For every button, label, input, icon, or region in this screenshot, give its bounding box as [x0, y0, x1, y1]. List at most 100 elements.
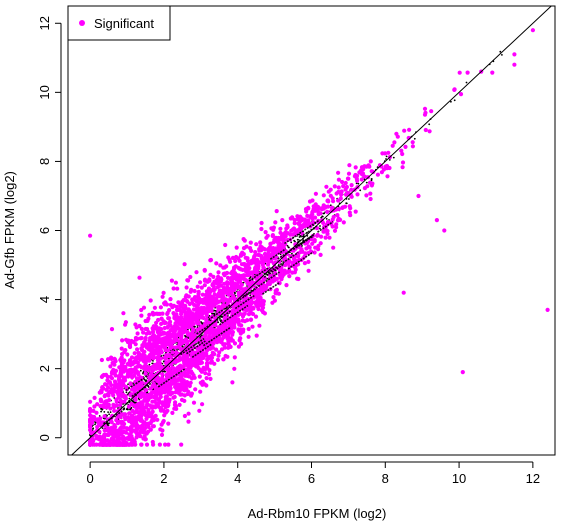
point-significant: [229, 286, 234, 291]
point-significant: [355, 178, 360, 183]
x-tick-label: 4: [234, 471, 241, 486]
point-significant: [223, 242, 228, 248]
point-significant: [104, 372, 109, 377]
point-significant: [146, 316, 151, 321]
point-significant: [268, 272, 273, 278]
point-significant: [186, 411, 191, 416]
point-significant: [254, 242, 259, 247]
point-significant: [186, 331, 191, 336]
point-significant: [150, 310, 155, 315]
point-significant: [159, 384, 164, 389]
point-significant: [321, 229, 326, 234]
point-significant: [114, 403, 119, 408]
point-significant: [118, 357, 123, 363]
legend-label-significant: Significant: [94, 16, 154, 31]
point-significant: [344, 192, 349, 197]
point-significant: [174, 351, 179, 356]
point-significant: [292, 265, 297, 270]
point-significant: [329, 208, 334, 213]
point-significant: [143, 437, 148, 442]
point-significant: [208, 272, 213, 277]
point-significant: [162, 325, 167, 331]
point-significant: [274, 209, 279, 214]
point-significant: [346, 171, 352, 176]
point-significant: [158, 394, 163, 399]
point-significant: [163, 347, 168, 353]
point-significant: [192, 288, 197, 294]
point-significant: [234, 245, 239, 250]
y-tick-label: 4: [37, 296, 52, 303]
point-significant: [160, 372, 165, 377]
point-significant: [173, 400, 178, 405]
point-significant: [199, 285, 204, 290]
point-significant: [335, 213, 340, 218]
gene-label-mark: [264, 251, 299, 276]
point-significant: [130, 408, 135, 413]
x-tick-label: 2: [160, 471, 167, 486]
point-significant: [330, 224, 335, 229]
point-significant: [115, 385, 120, 390]
point-significant: [226, 342, 231, 347]
point-significant: [193, 387, 198, 392]
point-significant: [385, 174, 390, 179]
point-significant: [146, 379, 152, 384]
point-significant: [300, 249, 305, 254]
point-significant: [284, 230, 289, 236]
point-significant: [287, 274, 292, 279]
point-significant: [173, 280, 178, 285]
point-significant: [95, 402, 100, 407]
point-significant: [189, 362, 194, 368]
point-significant: [134, 431, 140, 436]
point-significant: [108, 364, 113, 369]
point-significant: [120, 436, 125, 441]
point-significant: [191, 327, 196, 332]
point-significant: [269, 247, 274, 252]
point-significant: [135, 364, 140, 369]
point-significant: [343, 180, 348, 186]
point-significant: [194, 270, 199, 275]
point-significant: [251, 256, 256, 261]
point-significant: [347, 163, 352, 168]
point-not-significant: [413, 137, 416, 140]
point-significant: [118, 414, 123, 420]
point-significant: [261, 299, 266, 304]
point-significant: [99, 357, 104, 363]
point-not-significant: [101, 427, 104, 429]
point-not-significant: [108, 422, 110, 425]
point-significant: [153, 373, 158, 378]
point-significant: [172, 378, 177, 384]
point-significant: [325, 198, 330, 203]
point-significant: [144, 442, 150, 447]
point-significant: [124, 337, 129, 342]
point-significant: [137, 393, 142, 398]
point-significant: [222, 345, 227, 350]
point-significant: [131, 339, 136, 344]
point-not-significant: [293, 239, 295, 242]
point-significant: [205, 279, 210, 284]
point-significant: [307, 199, 313, 204]
point-significant: [137, 424, 143, 429]
y-tick-label: 12: [37, 16, 52, 30]
point-significant: [190, 297, 195, 302]
point-significant: [273, 220, 278, 225]
point-significant: [367, 164, 372, 169]
point-significant: [280, 218, 285, 223]
point-significant-outlier: [442, 228, 447, 233]
point-significant: [304, 209, 309, 214]
point-significant: [124, 385, 129, 391]
point-significant: [179, 335, 184, 340]
gene-label-mark: [317, 221, 334, 233]
point-not-significant: [450, 100, 452, 103]
point-significant: [192, 295, 198, 300]
point-significant: [331, 214, 336, 220]
point-significant: [188, 274, 193, 280]
point-significant: [155, 358, 160, 363]
point-significant: [172, 325, 177, 330]
point-significant: [102, 432, 107, 437]
point-significant: [230, 308, 235, 313]
point-significant: [225, 282, 230, 287]
point-significant: [198, 280, 203, 285]
point-significant: [142, 359, 147, 364]
point-significant: [267, 254, 272, 259]
point-not-significant: [242, 281, 245, 284]
